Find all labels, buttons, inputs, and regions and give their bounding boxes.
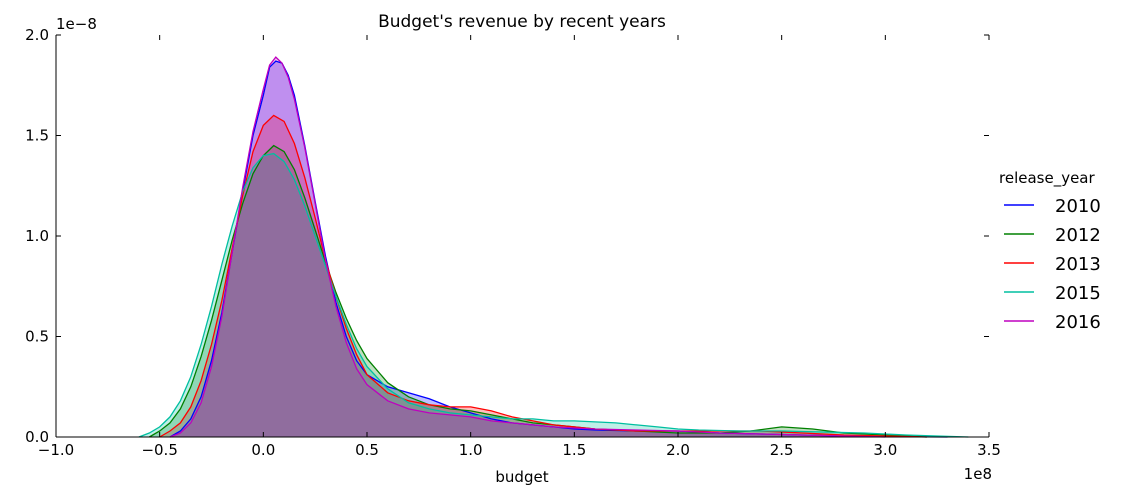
legend-label-2013: 2013: [1055, 254, 1101, 275]
density-line-2016: [169, 56, 886, 438]
x-tick-label: −0.5: [141, 441, 177, 459]
legend-label-2012: 2012: [1055, 225, 1101, 246]
legend-label-2015: 2015: [1055, 283, 1101, 304]
x-ticks: −1.0 −0.5 0.0 0.5 1.0 1.5 2.0 2.5 3.0 3.5: [38, 35, 1001, 459]
x-tick-label: −1.0: [38, 441, 74, 459]
y-tick-label: 1.0: [25, 227, 49, 245]
y-tick-label: 2.0: [25, 26, 49, 44]
legend-title: release_year: [999, 169, 1095, 188]
density-line-2012: [148, 144, 927, 438]
x-tick-label: 2.5: [770, 441, 794, 459]
density-lines: [138, 56, 969, 438]
x-offset-label: 1e8: [964, 465, 992, 483]
density-area-2010: [170, 61, 948, 437]
density-area-2015: [138, 153, 969, 437]
density-areas: [138, 57, 969, 438]
x-tick-label: 2.0: [666, 441, 690, 459]
chart-title: Budget's revenue by recent years: [378, 12, 666, 32]
y-tick-label: 0.0: [25, 428, 49, 446]
x-tick-label: 3.0: [873, 441, 897, 459]
density-area-2016: [170, 57, 886, 437]
legend-label-2016: 2016: [1055, 312, 1101, 333]
density-area-2012: [149, 145, 927, 437]
x-tick-label: 1.5: [562, 441, 586, 459]
y-ticks: 0.0 0.5 1.0 1.5 2.0: [25, 26, 989, 446]
x-axis-label: budget: [495, 468, 548, 486]
legend: release_year 2010 2012 2013 2015 2016: [999, 169, 1101, 333]
y-tick-label: 1.5: [25, 127, 49, 145]
x-tick-label: 0.0: [251, 441, 275, 459]
y-tick-label: 0.5: [25, 328, 49, 346]
x-tick-label: 1.0: [459, 441, 483, 459]
y-offset-label: 1e−8: [56, 15, 97, 33]
x-tick-label: 0.5: [355, 441, 379, 459]
density-line-2015: [138, 152, 969, 438]
x-tick-label: 3.5: [977, 441, 1001, 459]
legend-label-2010: 2010: [1055, 196, 1101, 217]
